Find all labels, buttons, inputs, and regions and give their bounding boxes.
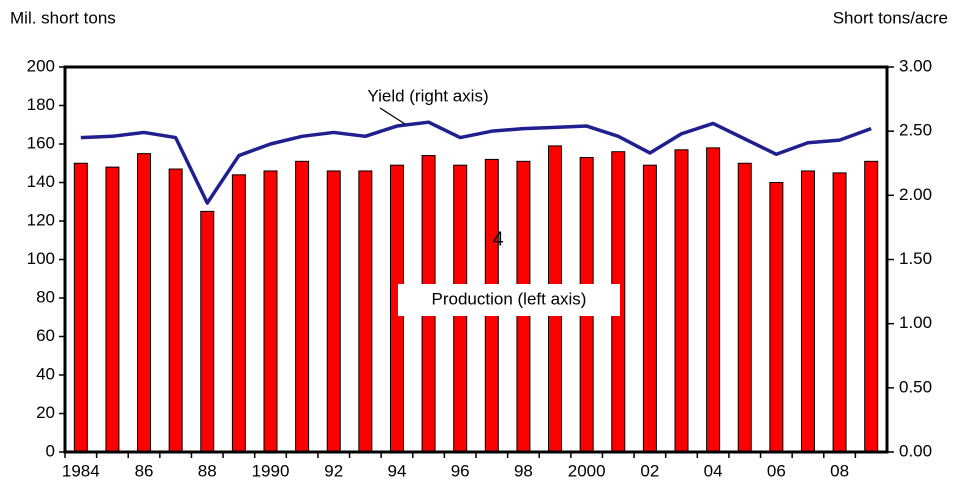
bar <box>864 160 879 453</box>
y-tick-label: 100 <box>27 249 55 268</box>
bar <box>832 172 847 453</box>
x-tick-label: 88 <box>198 461 217 480</box>
x-tick-label: 92 <box>324 461 343 480</box>
bar <box>137 153 152 453</box>
y-axis-title: Mil. short tons <box>10 8 116 27</box>
annotation: 4 <box>492 228 503 250</box>
x-tick-label: 86 <box>135 461 154 480</box>
bar <box>105 166 120 453</box>
bar <box>769 182 784 453</box>
bar <box>642 164 657 453</box>
bar <box>737 162 752 453</box>
x-tick-label: 96 <box>451 461 470 480</box>
bar <box>358 170 373 453</box>
y2-tick-label: 2.50 <box>899 121 932 140</box>
y-tick-label: 140 <box>27 172 55 191</box>
y2-tick-label: 1.00 <box>899 313 932 332</box>
x-tick-label: 2000 <box>568 461 606 480</box>
plot-frame <box>63 65 889 454</box>
bar <box>295 160 310 453</box>
y2-tick-label: 0.50 <box>899 377 932 396</box>
bar <box>706 147 721 453</box>
line <box>80 120 872 205</box>
y2-tick-label: 2.00 <box>899 185 932 204</box>
bar <box>800 170 815 453</box>
y-tick-label: 80 <box>36 287 55 306</box>
y2-tick-label: 3.00 <box>899 56 932 75</box>
bar <box>674 149 689 453</box>
y-tick-label: 200 <box>27 56 55 75</box>
bar <box>73 162 88 453</box>
x-tick-label: 08 <box>830 461 849 480</box>
bar <box>263 170 278 453</box>
x-tick-label: 94 <box>388 461 407 480</box>
bar <box>326 170 341 453</box>
y-tick-label: 60 <box>36 326 55 345</box>
y2-axis-title: Short tons/acre <box>833 8 948 27</box>
y-tick-label: 20 <box>36 403 55 422</box>
bar <box>231 174 246 453</box>
y-tick-label: 40 <box>36 364 55 383</box>
x-tick-label: 1984 <box>62 461 100 480</box>
y2-tick-label: 0.00 <box>899 441 932 460</box>
bar <box>200 210 215 453</box>
x-tick-label: 98 <box>514 461 533 480</box>
label-box <box>398 284 620 316</box>
y-tick-label: 160 <box>27 133 55 152</box>
x-tick-label: 06 <box>767 461 786 480</box>
y-tick-label: 0 <box>46 441 55 460</box>
x-tick-label: 1990 <box>252 461 290 480</box>
series-label: Production (left axis) <box>432 289 587 308</box>
series-label: Yield (right axis) <box>367 86 488 105</box>
bar <box>168 168 183 453</box>
x-tick-label: 04 <box>704 461 723 480</box>
label-leader <box>379 107 406 125</box>
y-tick-label: 180 <box>27 95 55 114</box>
y2-tick-label: 1.50 <box>899 249 932 268</box>
y-tick-label: 120 <box>27 210 55 229</box>
x-tick-label: 02 <box>640 461 659 480</box>
